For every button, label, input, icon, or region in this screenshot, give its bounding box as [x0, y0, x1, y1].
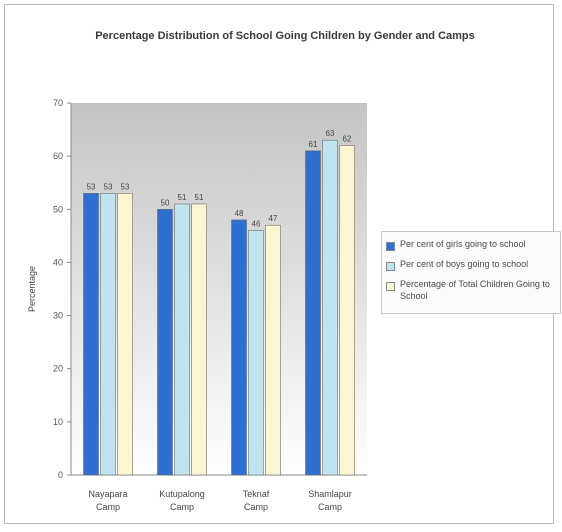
- data-label: 46: [252, 220, 261, 229]
- bar-2-2: [174, 203, 190, 476]
- legend-label: Percentage of Total Children Going to Sc…: [400, 279, 550, 301]
- bar-1-2: [157, 208, 173, 476]
- bar-2-3: [248, 230, 264, 476]
- y-tick-label: 10: [53, 417, 63, 427]
- data-label: 62: [343, 135, 352, 144]
- y-tick-label: 0: [58, 470, 63, 480]
- y-tick-label: 20: [53, 364, 63, 374]
- y-tick-label: 30: [53, 311, 63, 321]
- bar-2-1: [100, 193, 116, 476]
- bar-chart: 0 10 20 30 40 50 60 70 Percentage 53 53 53 Nayapara C…: [27, 98, 367, 512]
- data-label: 47: [269, 214, 278, 223]
- legend-swatch: [386, 262, 395, 271]
- y-tick-label: 40: [53, 257, 63, 267]
- bar-1-1: [83, 193, 99, 476]
- legend-item: Percentage of Total Children Going to Sc…: [386, 278, 556, 302]
- category-label: Teknaf: [243, 489, 270, 499]
- chart-title: Percentage Distribution of School Going …: [95, 30, 475, 42]
- category-label: Shamlapur: [308, 489, 352, 499]
- category-label: Kutupalong: [159, 489, 205, 499]
- data-label: 51: [178, 193, 187, 202]
- data-label: 63: [326, 129, 335, 138]
- category-label: Camp: [244, 502, 268, 512]
- legend-label: Per cent of girls going to school: [400, 239, 526, 249]
- data-label: 61: [309, 140, 318, 149]
- chart-legend: Per cent of girls going to school Per cen…: [381, 231, 561, 314]
- category-label: Nayapara: [88, 489, 127, 499]
- category-label: Camp: [96, 502, 120, 512]
- legend-item: Per cent of boys going to school: [386, 258, 556, 271]
- legend-item: Per cent of girls going to school: [386, 238, 556, 251]
- bar-3-1: [117, 193, 133, 476]
- data-label: 50: [161, 198, 170, 207]
- data-label: 48: [235, 209, 244, 218]
- bar-3-4: [339, 145, 355, 476]
- category-label: Camp: [170, 502, 194, 512]
- bar-1-3: [231, 219, 247, 476]
- y-tick-label: 50: [53, 204, 63, 214]
- bar-1-4: [305, 150, 321, 476]
- bar-2-4: [322, 139, 338, 476]
- data-label: 51: [195, 193, 204, 202]
- y-axis-title: Percentage: [27, 266, 37, 312]
- legend-swatch: [386, 282, 395, 291]
- chart-frame: Percentage Distribution of School Going …: [4, 4, 561, 524]
- data-label: 53: [104, 182, 113, 191]
- bar-3-2: [191, 203, 207, 476]
- data-label: 53: [121, 182, 130, 191]
- category-label: Camp: [318, 502, 342, 512]
- y-tick-label: 60: [53, 151, 63, 161]
- data-label: 53: [87, 182, 96, 191]
- legend-label: Per cent of boys going to school: [400, 259, 529, 269]
- bar-3-3: [265, 224, 281, 476]
- legend-swatch: [386, 242, 395, 251]
- y-tick-label: 70: [53, 98, 63, 108]
